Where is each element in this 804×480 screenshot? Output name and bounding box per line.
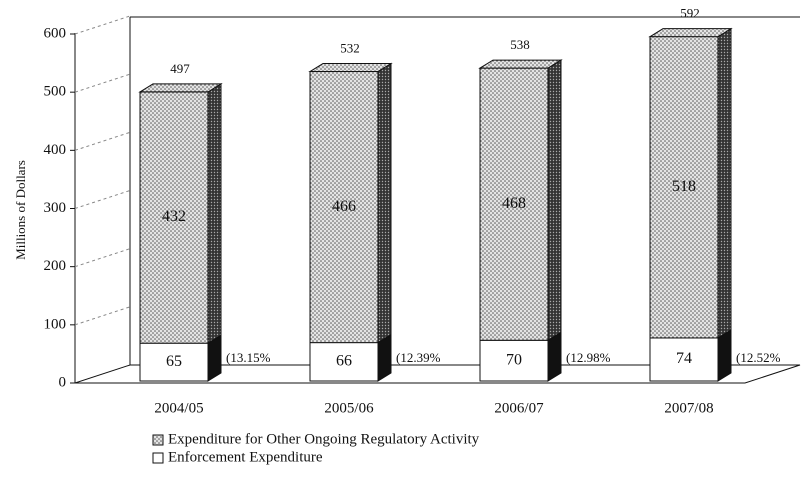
data-label: 518 — [672, 178, 696, 195]
grid-line — [74, 190, 131, 209]
grid-line — [74, 73, 131, 93]
legend-swatch — [152, 434, 164, 446]
y-tick-label: 300 — [44, 200, 67, 216]
data-label: 468 — [502, 195, 526, 212]
bar-segment — [139, 342, 209, 382]
y-tick-label: 0 — [59, 374, 67, 390]
bar-top — [138, 83, 223, 93]
bar-segment — [309, 71, 379, 344]
grid-line — [74, 15, 131, 35]
bar-side — [207, 83, 222, 345]
grid-line — [74, 306, 131, 326]
legend-label: Enforcement Expenditure — [168, 449, 323, 465]
data-label: 466 — [332, 198, 356, 215]
grid-line — [74, 131, 131, 151]
total-label: 532 — [340, 41, 360, 56]
total-label: 538 — [510, 37, 530, 52]
bar-top — [648, 28, 733, 38]
percent-label: (12.98% — [566, 350, 611, 365]
legend-label: Expenditure for Other Ongoing Regulatory… — [168, 431, 480, 447]
bar-side — [717, 27, 732, 339]
x-tick-label: 2004/05 — [154, 400, 203, 416]
y-tick-label: 500 — [44, 84, 67, 100]
y-tick-label: 400 — [44, 142, 67, 158]
floor — [74, 364, 801, 384]
data-label: 65 — [166, 353, 182, 370]
bar-side — [717, 329, 732, 382]
legend-swatch — [152, 452, 164, 464]
y-axis-label: Millions of Dollars — [13, 160, 28, 260]
bar-segment — [139, 91, 209, 344]
bar-segment — [479, 339, 549, 382]
bar-side — [377, 62, 392, 344]
bar-top — [478, 59, 563, 69]
percent-label: (12.52% — [736, 350, 781, 365]
bar-segment — [479, 67, 549, 341]
data-label: 74 — [676, 350, 692, 367]
grid-line — [74, 248, 131, 268]
data-label: 66 — [336, 352, 352, 369]
y-tick-label: 100 — [44, 316, 67, 332]
y-tick-label: 200 — [44, 258, 67, 274]
bar-segment — [649, 36, 719, 339]
data-label: 432 — [162, 208, 186, 225]
total-label: 592 — [680, 6, 700, 21]
x-tick-label: 2005/06 — [324, 400, 374, 416]
bar-side — [547, 59, 562, 342]
percent-label: (12.39% — [396, 350, 441, 365]
x-tick-label: 2006/07 — [494, 400, 544, 416]
bar-top — [308, 63, 393, 73]
total-label: 497 — [170, 61, 190, 76]
x-tick-label: 2007/08 — [664, 400, 713, 416]
percent-label: (13.15% — [226, 350, 271, 365]
y-tick-label: 600 — [44, 25, 67, 41]
data-label: 70 — [506, 351, 522, 368]
